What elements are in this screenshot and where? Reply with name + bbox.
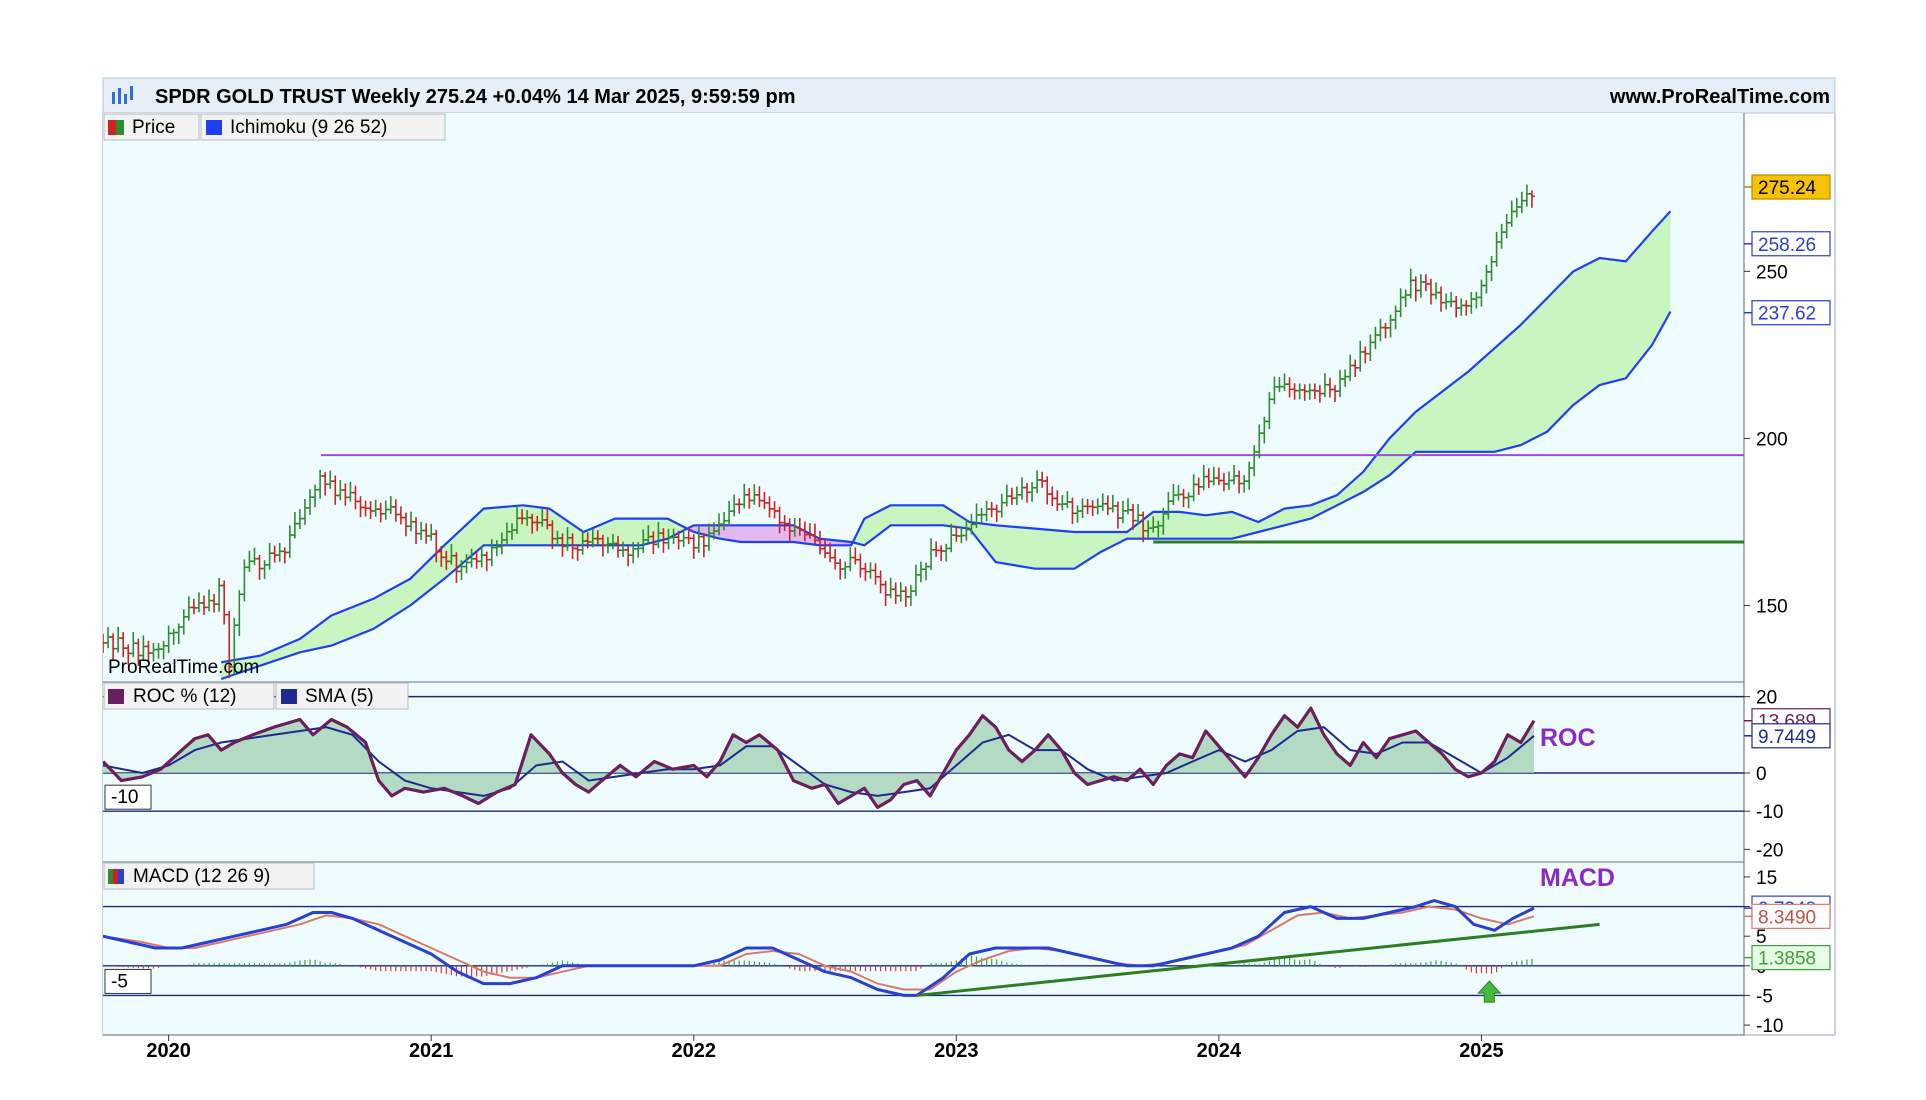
legend-price: Price [132,117,175,138]
macd-line [103,899,1535,997]
axes: 150200250-20-10020-10-5051015-10-5275.24… [104,174,1831,1062]
macd-pane [103,863,1744,1035]
legend-macd: MACD (12 26 9) [133,866,270,887]
price-tick-label: 200 [1756,429,1788,450]
macd-pane-label: MACD [1540,864,1615,892]
price-value-label-box [1751,300,1831,326]
legend-swatch-macd [108,869,113,884]
price-value-label: 237.62 [1758,304,1816,325]
macd-value-label-box [1751,903,1831,929]
macd-value-label: 8.3490 [1758,907,1816,928]
buy-signal-arrow-icon [1477,980,1502,1003]
roc-tick-label: -20 [1756,840,1783,861]
roc-tick-label: 20 [1756,688,1777,709]
legend-swatch-roc [108,689,124,704]
legend-swatch-ichimoku [206,120,222,135]
roc-boxed-tick: -10 [111,787,138,808]
legend-ichimoku: Ichimoku (9 26 52) [230,117,387,138]
logo-icon [112,86,133,104]
watermark: ProRealTime.com [108,657,259,678]
macd-legend: MACD (12 26 9) [103,862,315,890]
price-value-label: 258.26 [1758,235,1816,256]
x-tick-label: 2024 [1197,1040,1242,1062]
x-tick-label: 2023 [934,1040,979,1062]
roc-boxed-tick-box [104,784,152,810]
macd-boxed-tick-box [104,968,152,994]
ichimoku-cloud-bull [854,211,1671,569]
price-tick-label: 250 [1756,262,1788,283]
macd-value-label: 1.3858 [1758,949,1816,970]
price-value-label: 275.24 [1758,178,1817,199]
macd-plot [103,899,1744,1003]
macd-tick-label: -10 [1756,1016,1783,1037]
x-tick-label: 2022 [672,1040,717,1062]
ichimoku-cloud-bear [688,525,853,546]
macd-boxed-tick: -5 [111,971,128,992]
price-value-label-box [1751,231,1831,257]
legend-roc: ROC % (12) [133,686,236,707]
roc-tick-label: -10 [1756,802,1783,823]
price-tick-label: 150 [1756,596,1788,617]
roc-value-label: 9.7449 [1758,727,1816,748]
legend-swatch-sma [281,689,297,704]
ichimoku-cloud-bull [221,505,686,679]
roc-line [103,706,1536,810]
x-tick-label: 2025 [1459,1040,1504,1062]
roc-area [103,708,1534,808]
price-legend: Price Ichimoku (9 26 52) [103,113,446,141]
price-value-label-box [1751,174,1831,200]
ichimoku-span-b [220,310,1672,681]
macd-tick-label: 5 [1756,927,1767,948]
roc-pane-label: ROC [1540,724,1596,752]
macd-value-label-box [1751,945,1831,971]
macd-tick-label: 15 [1756,868,1777,889]
macd-tick-label: -5 [1756,986,1773,1007]
macd-trendline [916,922,1600,997]
legend-sma: SMA (5) [305,686,374,707]
x-tick-label: 2021 [409,1040,454,1062]
site-link[interactable]: www.ProRealTime.com [1609,86,1830,108]
roc-value-label-box [1751,723,1831,749]
ichimoku-span-a [221,210,1672,664]
chart-title: SPDR GOLD TRUST Weekly 275.24 +0.04% 14 … [155,86,796,108]
price-plot [103,184,1744,681]
header-bar [102,77,1836,114]
x-tick-label: 2020 [146,1040,191,1062]
roc-legend: ROC % (12) SMA (5) [103,682,409,710]
roc-tick-label: 0 [1756,764,1767,785]
